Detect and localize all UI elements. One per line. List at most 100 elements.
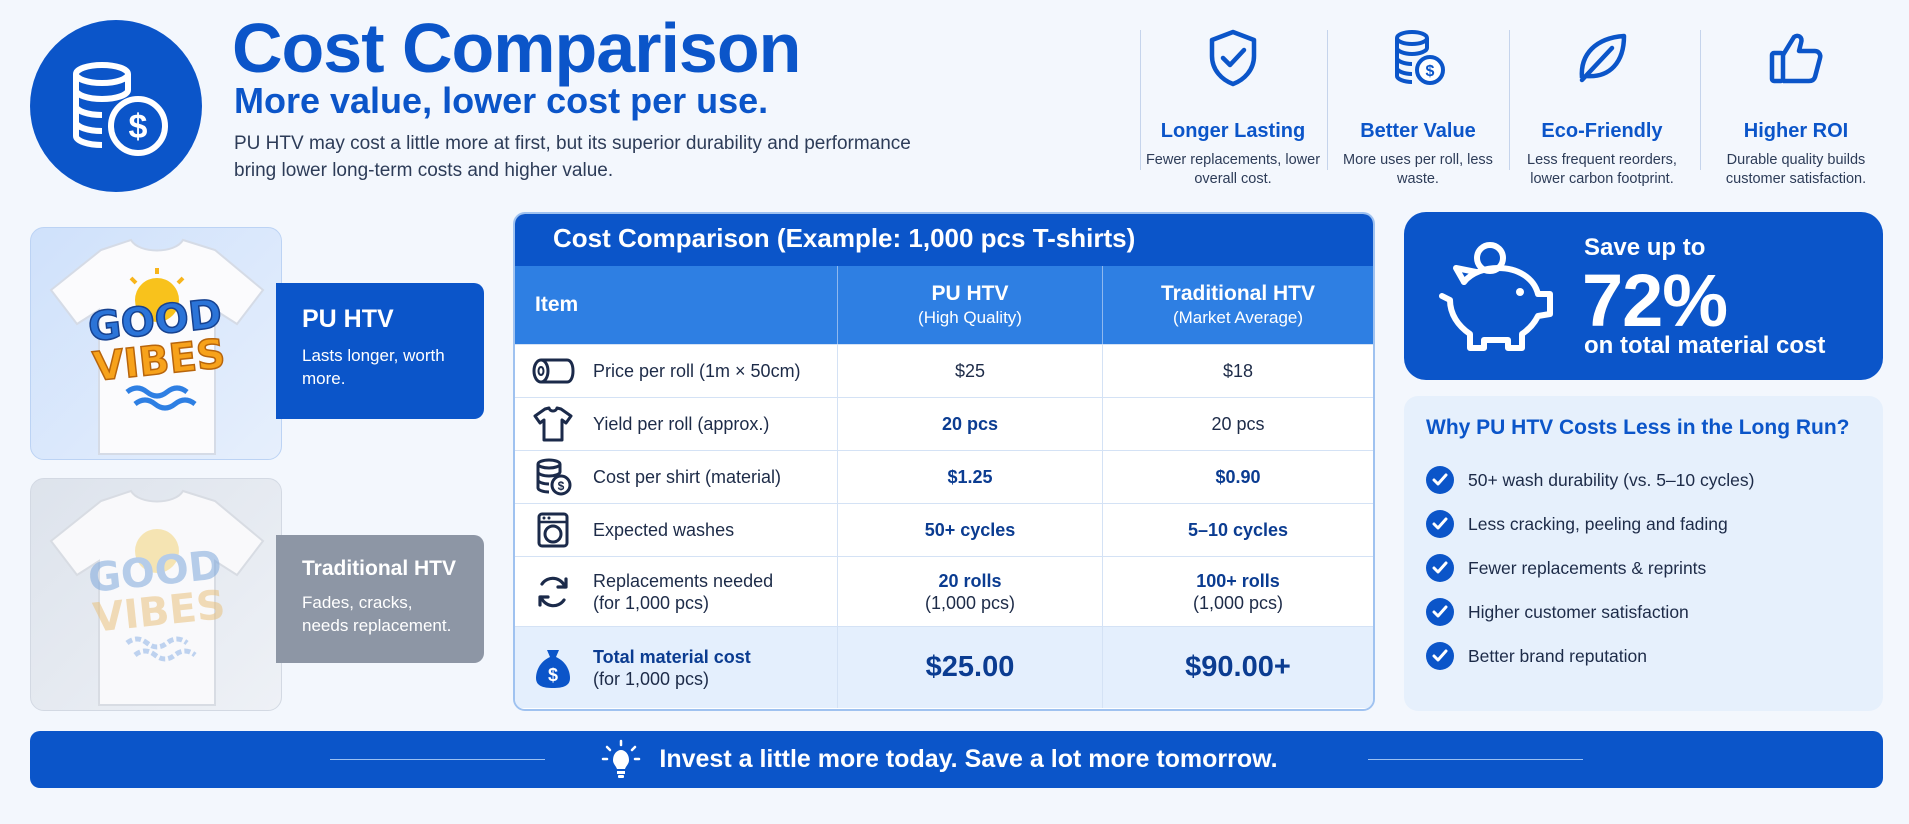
row-label: Yield per roll (approx.) xyxy=(593,413,770,434)
lightbulb-icon xyxy=(602,739,641,778)
money-bag-icon: $ xyxy=(536,649,570,688)
traditional-shirt-image: GOOD VIBES xyxy=(30,478,282,711)
benefit-desc: Less frequent reorders, lower carbon foo… xyxy=(1527,152,1677,187)
table-row-item: Yield per roll (approx.) xyxy=(515,397,838,450)
header-item: Item xyxy=(515,266,838,344)
traditional-desc: Fades, cracks, needs replacement. xyxy=(302,593,452,635)
header-trad-title: Traditional HTV xyxy=(1160,282,1315,305)
coin-stack-icon: $ xyxy=(536,458,572,496)
row-label-line1: Total material cost xyxy=(593,646,751,667)
coins-dollar-icon: $ xyxy=(73,62,168,156)
header-pu-htv: PU HTV (High Quality) xyxy=(838,266,1103,344)
list-item-text: Better brand reputation xyxy=(1468,645,1648,666)
why-title: Why PU HTV Costs Less in the Long Run? xyxy=(1426,416,1850,439)
tshirt-graphic: GOOD VIBES xyxy=(49,238,265,455)
table-row-item: Price per roll (1m × 50cm) xyxy=(515,344,838,397)
roll-icon xyxy=(532,358,575,384)
benefit-title: Eco-Friendly xyxy=(1541,120,1663,142)
pu-htv-label: PU HTV Lasts longer, worth more. xyxy=(276,283,484,419)
benefit-title: Higher ROI xyxy=(1743,120,1849,142)
svg-text:$: $ xyxy=(548,665,558,685)
shield-check-icon xyxy=(1209,29,1257,87)
divider xyxy=(1140,30,1141,170)
divider xyxy=(1700,30,1701,170)
cell-line2: (1,000 pcs) xyxy=(1192,592,1284,613)
cell-line1: 100+ rolls xyxy=(1196,570,1280,591)
table-row-total: $ Total material cost (for 1,000 pcs) xyxy=(515,626,838,708)
why-list: 50+ wash durability (vs. 5–10 cycles) Le… xyxy=(1426,458,1754,678)
list-item: Better brand reputation xyxy=(1426,634,1754,678)
pu-shirt-image: GOOD VIBES xyxy=(30,227,282,460)
benefit-eco-friendly: Eco-Friendly Less frequent reorders, low… xyxy=(1512,28,1692,189)
piggy-bank-icon xyxy=(1439,242,1553,351)
banner-divider xyxy=(1367,759,1583,760)
check-icon xyxy=(1426,554,1454,582)
check-icon xyxy=(1426,598,1454,626)
header-trad-sub: (Market Average) xyxy=(1172,308,1304,327)
table-cell-trad: 20 pcs xyxy=(1103,397,1373,450)
header-pu-sub: (High Quality) xyxy=(918,308,1022,327)
svg-text:$: $ xyxy=(129,108,148,146)
tshirt-icon xyxy=(533,406,573,442)
savings-prefix: Save up to xyxy=(1584,234,1706,261)
header-pu-title: PU HTV xyxy=(931,282,1009,305)
table-cell-pu-total: $25.00 xyxy=(838,626,1103,708)
row-label-line1: Replacements needed xyxy=(593,570,774,591)
traditional-htv-label: Traditional HTV Fades, cracks, needs rep… xyxy=(276,535,484,663)
svg-text:$: $ xyxy=(558,479,565,493)
tshirt-graphic: GOOD VIBES xyxy=(49,489,265,706)
row-label: Expected washes xyxy=(593,519,735,540)
banner-text: Invest a little more today. Save a lot m… xyxy=(659,745,1278,773)
check-icon xyxy=(1426,510,1454,538)
page-subtitle: More value, lower cost per use. xyxy=(234,80,769,121)
row-label: Total material cost (for 1,000 pcs) xyxy=(593,646,751,690)
traditional-title: Traditional HTV xyxy=(302,557,457,580)
footer-banner: Invest a little more today. Save a lot m… xyxy=(30,731,1883,788)
washing-machine-icon xyxy=(537,512,569,548)
list-item-text: Fewer replacements & reprints xyxy=(1468,557,1707,578)
svg-text:$: $ xyxy=(1426,63,1435,80)
list-item-text: Less cracking, peeling and fading xyxy=(1468,513,1728,534)
table-row-item: Replacements needed (for 1,000 pcs) xyxy=(515,556,838,626)
why-panel: Why PU HTV Costs Less in the Long Run? 5… xyxy=(1404,396,1883,711)
benefit-title: Longer Lasting xyxy=(1160,120,1306,142)
benefit-desc: Durable quality builds customer satisfac… xyxy=(1725,152,1867,187)
pu-title: PU HTV xyxy=(302,305,394,333)
divider xyxy=(1509,30,1510,170)
table-cell-pu: $1.25 xyxy=(838,450,1103,503)
list-item: Higher customer satisfaction xyxy=(1426,590,1754,634)
benefit-longer-lasting: Longer Lasting Fewer replacements, lower… xyxy=(1143,28,1323,189)
benefit-desc: Fewer replacements, lower overall cost. xyxy=(1145,152,1321,187)
coin-stack-icon: $ xyxy=(1395,30,1445,85)
table-cell-pu: 20 pcs xyxy=(838,397,1103,450)
row-label-line2: (for 1,000 pcs) xyxy=(593,668,710,689)
list-item-text: 50+ wash durability (vs. 5–10 cycles) xyxy=(1468,469,1755,490)
table-cell-pu: 20 rolls (1,000 pcs) xyxy=(838,556,1103,626)
banner-divider xyxy=(330,759,546,760)
leaf-icon xyxy=(1579,33,1627,83)
table-row-item: Expected washes xyxy=(515,503,838,556)
list-item: Less cracking, peeling and fading xyxy=(1426,502,1754,546)
table-cell-pu: 50+ cycles xyxy=(838,503,1103,556)
intro-text: PU HTV may cost a little more at first, … xyxy=(234,133,911,181)
table-title: Cost Comparison (Example: 1,000 pcs T-sh… xyxy=(515,214,1373,266)
table-cell-trad: $0.90 xyxy=(1103,450,1373,503)
benefit-higher-roi: Higher ROI Durable quality builds custom… xyxy=(1706,28,1886,189)
page-title: Cost Comparison xyxy=(232,9,801,87)
row-label: Price per roll (1m × 50cm) xyxy=(593,360,801,381)
divider xyxy=(1327,30,1328,170)
thumbs-up-icon xyxy=(1769,33,1823,84)
row-label: Cost per shirt (material) xyxy=(593,466,782,487)
table-cell-trad: $18 xyxy=(1103,344,1373,397)
savings-note: on total material cost xyxy=(1584,332,1826,359)
row-label: Replacements needed (for 1,000 pcs) xyxy=(593,570,773,614)
benefit-better-value: $ Better Value More uses per roll, less … xyxy=(1328,28,1508,189)
table-cell-trad: 5–10 cycles xyxy=(1103,503,1373,556)
benefit-title: Better Value xyxy=(1360,120,1476,142)
cell-line2: (1,000 pcs) xyxy=(924,592,1016,613)
savings-percent: 72% xyxy=(1582,259,1728,342)
benefit-desc: More uses per roll, less waste. xyxy=(1343,152,1493,187)
header-traditional-htv: Traditional HTV (Market Average) xyxy=(1103,266,1373,344)
refresh-icon xyxy=(538,576,568,607)
check-icon xyxy=(1426,642,1454,670)
